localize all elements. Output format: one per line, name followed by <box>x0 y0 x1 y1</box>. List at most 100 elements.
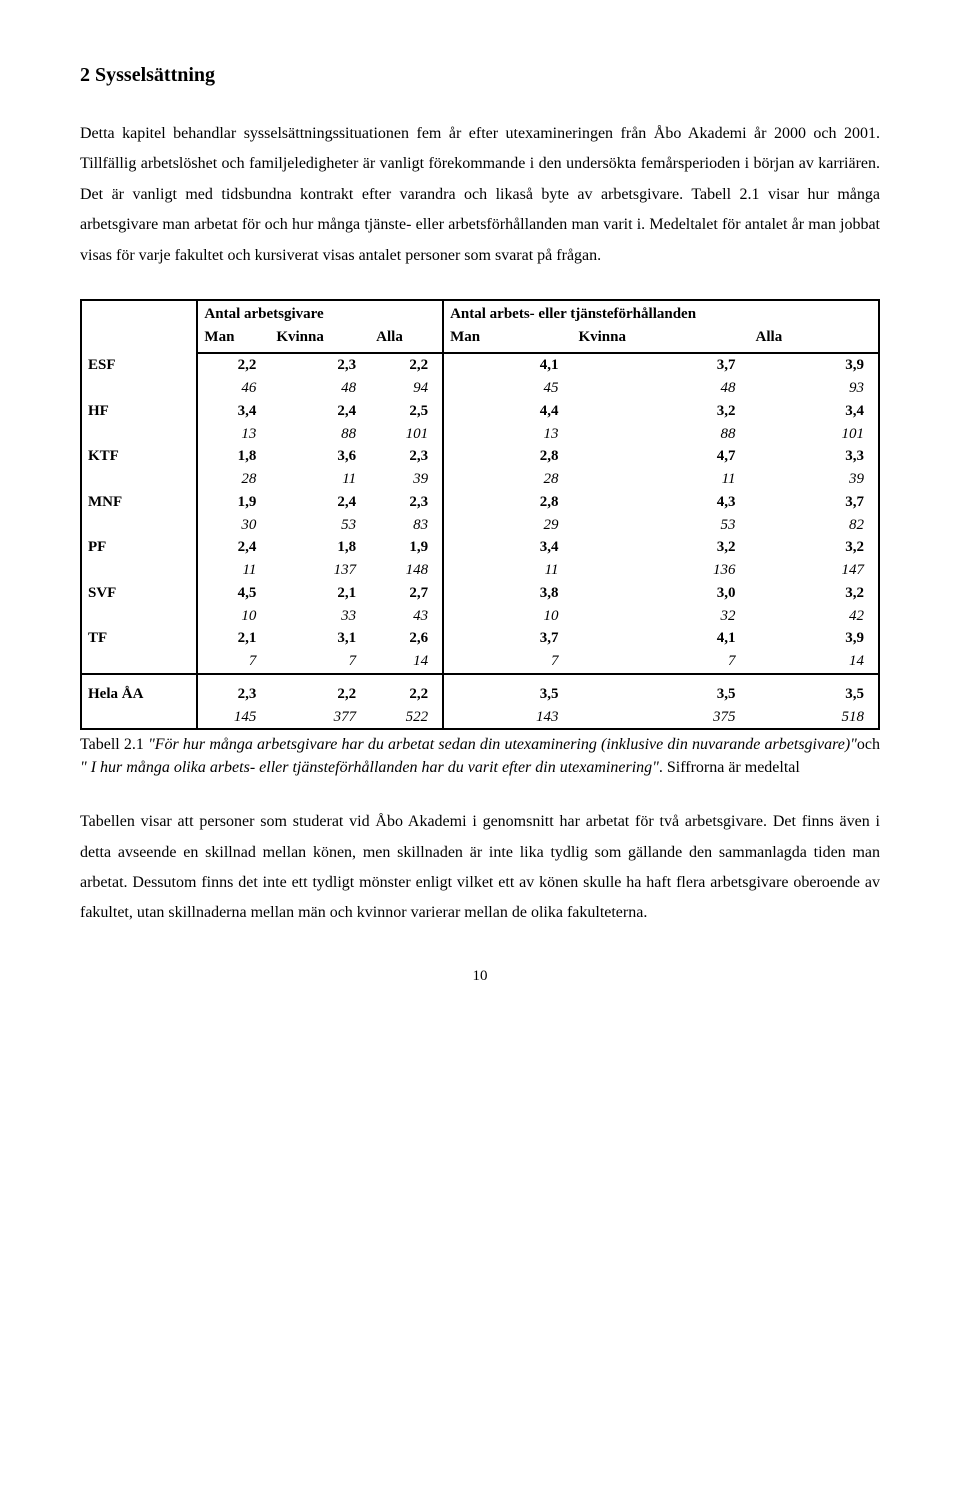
table-cell: 2,3 <box>270 353 370 377</box>
intro-paragraph: Detta kapitel behandlar sysselsättningss… <box>80 119 880 271</box>
discussion-paragraph: Tabellen visar att personer som studerat… <box>80 807 880 929</box>
table-cell: 2,2 <box>270 683 370 706</box>
table-row-label: HF <box>81 400 197 423</box>
table-cell: 3,6 <box>270 445 370 468</box>
table-cell: 3,7 <box>750 491 879 514</box>
table-cell: 3,9 <box>750 353 879 377</box>
table-cell-n: 43 <box>370 605 443 628</box>
subheader-alla-1: Alla <box>370 326 443 354</box>
subheader-man-1: Man <box>197 326 270 354</box>
table-cell: 3,7 <box>572 353 749 377</box>
table-cell: 2,8 <box>443 445 572 468</box>
caption-mid: och <box>857 736 880 753</box>
table-cell-n: 33 <box>270 605 370 628</box>
table-cell: 3,5 <box>750 683 879 706</box>
table-cell-n: 45 <box>443 377 572 400</box>
table-cell-n: 13 <box>197 423 270 446</box>
table-cell-n: 377 <box>270 706 370 730</box>
table-cell: 3,0 <box>572 582 749 605</box>
table-cell: 2,3 <box>370 445 443 468</box>
table-cell-n: 143 <box>443 706 572 730</box>
table-cell-n: 147 <box>750 559 879 582</box>
table-row-label-empty <box>81 605 197 628</box>
table-cell-n: 53 <box>572 514 749 537</box>
table-cell: 3,5 <box>443 683 572 706</box>
table-cell-n: 28 <box>443 468 572 491</box>
table-cell-n: 11 <box>443 559 572 582</box>
table-cell-n: 137 <box>270 559 370 582</box>
table-row-label: MNF <box>81 491 197 514</box>
table-cell: 2,3 <box>197 683 270 706</box>
table-cell-n: 83 <box>370 514 443 537</box>
table-cell: 3,2 <box>750 536 879 559</box>
table-cell: 3,8 <box>443 582 572 605</box>
table-row-label-empty <box>81 706 197 730</box>
table-cell: 1,9 <box>370 536 443 559</box>
table-cell: 2,4 <box>270 491 370 514</box>
table-row-label: PF <box>81 536 197 559</box>
table-cell-n: 375 <box>572 706 749 730</box>
table-cell-n: 39 <box>750 468 879 491</box>
table-cell-n: 11 <box>197 559 270 582</box>
subheader-kvinna-2: Kvinna <box>572 326 749 354</box>
table-cell-n: 101 <box>750 423 879 446</box>
table-row-label: Hela ÅA <box>81 683 197 706</box>
table-cell: 2,2 <box>370 353 443 377</box>
group-header-positions: Antal arbets- eller tjänsteförhållanden <box>443 300 879 326</box>
table-cell: 3,5 <box>572 683 749 706</box>
table-cell: 1,8 <box>270 536 370 559</box>
table-cell-n: 13 <box>443 423 572 446</box>
table-cell-n: 10 <box>443 605 572 628</box>
table-cell: 3,2 <box>572 400 749 423</box>
caption-italic-2: " I hur många olika arbets- eller tjänst… <box>80 759 659 776</box>
table-row-label-empty <box>81 650 197 674</box>
table-cell-n: 148 <box>370 559 443 582</box>
table-cell: 3,4 <box>443 536 572 559</box>
caption-italic-1: "För hur många arbetsgivare har du arbet… <box>148 736 857 753</box>
table-cell-n: 94 <box>370 377 443 400</box>
table-cell-n: 82 <box>750 514 879 537</box>
table-cell: 4,1 <box>572 627 749 650</box>
table-cell: 3,1 <box>270 627 370 650</box>
table-cell-n: 32 <box>572 605 749 628</box>
table-cell-n: 93 <box>750 377 879 400</box>
table-cell: 4,5 <box>197 582 270 605</box>
table-cell: 4,4 <box>443 400 572 423</box>
table-cell-n: 522 <box>370 706 443 730</box>
table-cell-n: 88 <box>270 423 370 446</box>
table-row-label-empty <box>81 423 197 446</box>
section-heading: 2 Sysselsättning <box>80 60 880 91</box>
table-row-label-empty <box>81 559 197 582</box>
table-cell: 2,1 <box>197 627 270 650</box>
table-cell-n: 48 <box>572 377 749 400</box>
table-cell-n: 14 <box>750 650 879 674</box>
table-cell: 4,3 <box>572 491 749 514</box>
table-cell-n: 48 <box>270 377 370 400</box>
table-cell: 4,1 <box>443 353 572 377</box>
table-cell-n: 28 <box>197 468 270 491</box>
table-row-label: ESF <box>81 353 197 377</box>
table-cell-n: 29 <box>443 514 572 537</box>
table-cell: 2,5 <box>370 400 443 423</box>
table-cell: 2,7 <box>370 582 443 605</box>
table-cell: 3,7 <box>443 627 572 650</box>
table-cell: 2,4 <box>270 400 370 423</box>
table-cell-n: 46 <box>197 377 270 400</box>
table-cell: 2,2 <box>197 353 270 377</box>
table-row-label: SVF <box>81 582 197 605</box>
table-row-label: KTF <box>81 445 197 468</box>
page-number: 10 <box>80 965 880 988</box>
table-cell: 2,1 <box>270 582 370 605</box>
table-cell: 3,4 <box>197 400 270 423</box>
table-cell: 2,6 <box>370 627 443 650</box>
table-cell: 3,2 <box>572 536 749 559</box>
employers-table: Antal arbetsgivare Antal arbets- eller t… <box>80 299 880 731</box>
table-cell: 1,9 <box>197 491 270 514</box>
group-header-employers: Antal arbetsgivare <box>197 300 443 326</box>
table-corner <box>81 300 197 354</box>
table-cell: 2,8 <box>443 491 572 514</box>
table-cell-n: 11 <box>572 468 749 491</box>
table-cell-n: 53 <box>270 514 370 537</box>
table-cell: 3,3 <box>750 445 879 468</box>
subheader-alla-2: Alla <box>750 326 879 354</box>
